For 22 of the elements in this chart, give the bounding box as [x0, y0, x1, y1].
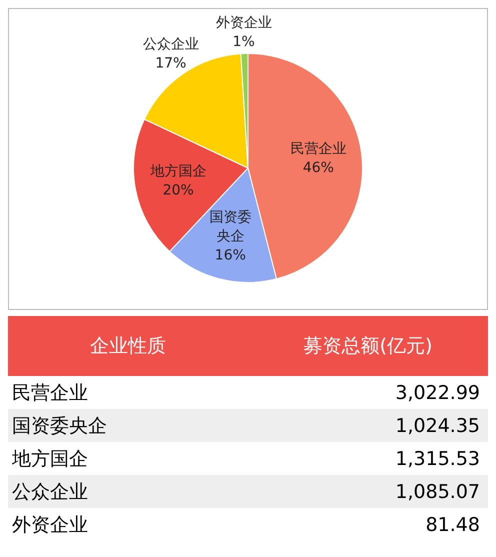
text: 企业性质 [89, 334, 167, 359]
data-label: 17% [155, 56, 186, 72]
text: 募资总额(亿元) [302, 334, 434, 359]
data-label: 46% [302, 160, 334, 176]
text: 1,085.07 [395, 480, 480, 502]
text: 1,315.53 [395, 448, 480, 470]
text: 81.48 [426, 514, 480, 536]
category-label: 地方国企 [11, 446, 89, 472]
slice-label: 民营企业 [290, 141, 346, 158]
data-label: 1% [232, 34, 255, 50]
slice-label: 公众企业 [142, 36, 199, 52]
text: 1,024.35 [395, 414, 480, 436]
category-label: 外资企业 [11, 512, 89, 538]
slice-label: 外资企业 [216, 15, 272, 32]
category-label: 国资委央企 [11, 414, 108, 438]
data-label: 16% [214, 247, 246, 264]
data-label: 20% [162, 182, 194, 198]
category-label: 民营企业 [11, 380, 89, 406]
slice-label: 地方国企 [149, 163, 206, 180]
category-label: 公众企业 [11, 480, 89, 504]
text: 3,022.99 [395, 382, 480, 404]
slice-label: 国资委央企 [209, 209, 252, 244]
